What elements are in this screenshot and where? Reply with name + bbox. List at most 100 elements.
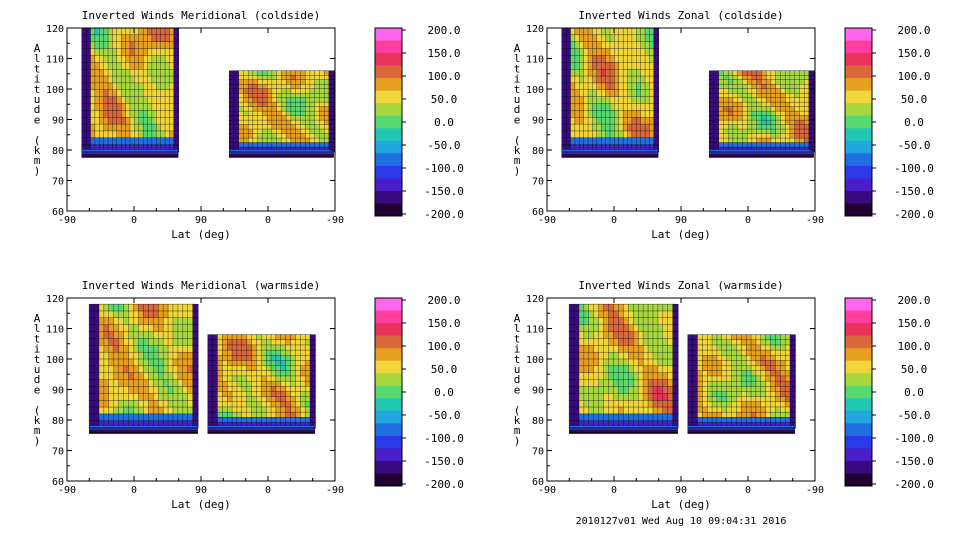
contour-cell [568, 331, 575, 340]
contour-cell [173, 62, 179, 70]
contour-cell [128, 303, 135, 312]
contour-cell [647, 317, 654, 326]
contour-cell [692, 370, 699, 377]
contour-cell [578, 338, 585, 347]
contour-cell [638, 303, 644, 312]
contour-cell [741, 391, 747, 398]
contour-cell [295, 375, 302, 382]
contour-cell [187, 310, 194, 319]
contour-cell [241, 401, 248, 408]
contour-cell [721, 391, 728, 398]
contour-cell [687, 355, 694, 362]
contour-cell [618, 345, 625, 353]
contour-cell [789, 334, 796, 341]
contour-cell [290, 344, 297, 351]
contour-cell [88, 338, 95, 347]
contour-cell [261, 391, 267, 398]
contour-cell [726, 406, 733, 413]
contour-cell [222, 386, 228, 393]
contour-cell [653, 41, 659, 50]
contour-cell [88, 331, 95, 340]
contour-cell [173, 123, 179, 132]
contour-cell [667, 303, 674, 312]
contour-cell [573, 365, 580, 374]
contour-cell [598, 324, 605, 333]
contour-cell [702, 417, 708, 424]
contour-cell [588, 303, 595, 312]
colorbar-label: 0.0 [434, 386, 454, 399]
contour-cell [212, 417, 219, 424]
contour-cell [143, 386, 150, 395]
contour-cell [745, 401, 752, 408]
contour-cell [192, 372, 199, 381]
contour-cell [647, 338, 654, 347]
contour-cell [618, 303, 625, 312]
contour-cell [118, 317, 125, 326]
contour-cell [93, 303, 100, 312]
contour-cell [143, 310, 150, 319]
contour-cell [642, 317, 649, 326]
contour-cell [123, 345, 130, 353]
contour-cell [187, 338, 194, 347]
contour-cell [118, 386, 125, 395]
contour-cell [98, 310, 105, 319]
y-tick-label: 70 [52, 177, 64, 188]
contour-cell [687, 344, 694, 351]
contour-cell [647, 303, 654, 312]
contour-cell [653, 69, 659, 77]
contour-cell [167, 379, 174, 388]
contour-cell [241, 365, 248, 372]
contour-cell [598, 406, 605, 415]
contour-cell [173, 103, 179, 112]
contour-cell [236, 386, 243, 393]
contour-cell [280, 375, 287, 382]
colorbar-label: -50.0 [897, 409, 930, 422]
colorbar-swatch [845, 310, 872, 324]
contour-cell [692, 380, 699, 388]
panel-3: Inverted Winds Meridional (warmside)-90 0… [34, 279, 464, 511]
contour-cell [731, 411, 738, 419]
x-tick-label: 0 [265, 485, 271, 496]
contour-cell [765, 386, 772, 393]
contour-cell [290, 406, 297, 413]
contour-cell [173, 110, 179, 118]
contour-cell [750, 417, 757, 424]
contour-cell [246, 417, 253, 424]
contour-cell [212, 406, 219, 413]
contour-cell [309, 344, 316, 351]
contour-cell [304, 411, 311, 419]
contour-cell [128, 379, 135, 388]
contour-cell [98, 358, 105, 367]
colorbar-label: -200.0 [894, 478, 934, 491]
contour-cell [662, 345, 669, 353]
contour-cell [118, 324, 125, 333]
contour-cell [172, 303, 179, 312]
contour-cell [657, 345, 664, 353]
contour-cell [760, 401, 767, 408]
contour-cell [143, 331, 150, 340]
contour-cell [227, 411, 233, 419]
contour-cell [187, 379, 194, 388]
contour-band [228, 152, 334, 155]
contour-cell [167, 358, 174, 367]
contour-cell [736, 344, 743, 351]
contour-cell [162, 317, 169, 326]
colorbar-swatch [845, 435, 872, 449]
contour-cell [633, 393, 639, 401]
contour-cell [207, 360, 214, 367]
contour-cell [265, 391, 272, 398]
contour-cell [618, 386, 625, 395]
contour-cell [702, 411, 708, 419]
contour-cell [702, 355, 708, 362]
colorbar-swatch [845, 385, 872, 399]
contour-cell [593, 393, 600, 401]
contour-cell [633, 358, 639, 367]
colorbar-swatch [375, 410, 402, 424]
contour-cell [138, 303, 145, 312]
contour-cell [236, 370, 243, 377]
contour-cell [138, 400, 145, 408]
contour-band [708, 154, 814, 157]
contour-cell [251, 370, 258, 377]
contour-cell [638, 324, 644, 333]
contour-cell [775, 406, 782, 413]
